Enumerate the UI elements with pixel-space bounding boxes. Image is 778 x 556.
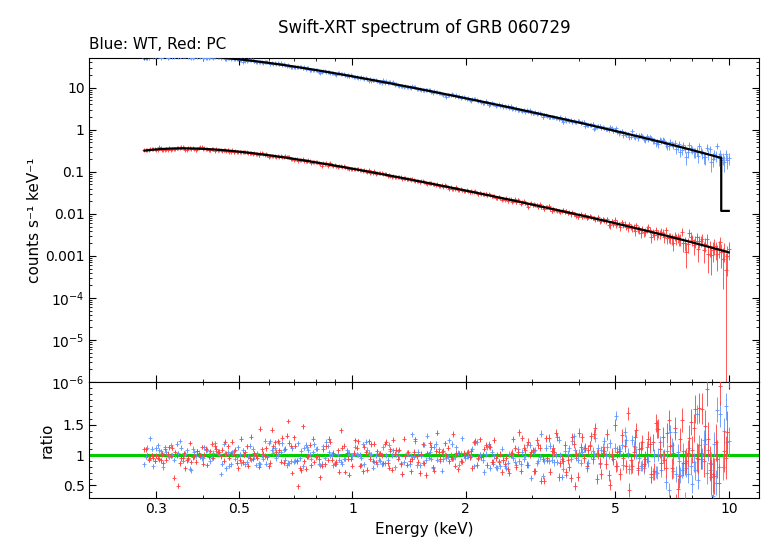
Y-axis label: ratio: ratio <box>39 422 54 458</box>
Text: Blue: WT, Red: PC: Blue: WT, Red: PC <box>89 37 226 52</box>
Text: Swift-XRT spectrum of GRB 060729: Swift-XRT spectrum of GRB 060729 <box>278 19 570 37</box>
X-axis label: Energy (keV): Energy (keV) <box>375 522 473 537</box>
Y-axis label: counts s⁻¹ keV⁻¹: counts s⁻¹ keV⁻¹ <box>27 157 42 283</box>
